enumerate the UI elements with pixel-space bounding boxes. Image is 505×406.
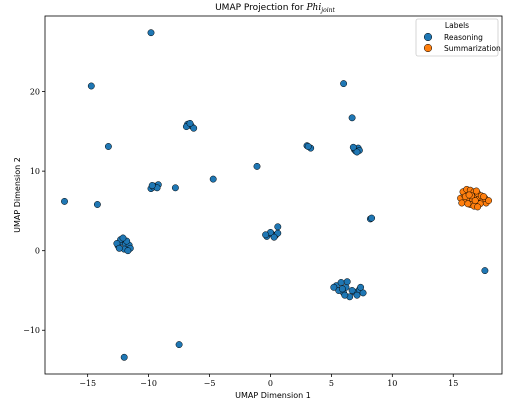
point-reasoning [357, 283, 365, 291]
x-tick-label: 0 [268, 379, 273, 388]
x-axis-label: UMAP Dimension 1 [235, 391, 311, 400]
point-summarization [485, 197, 493, 205]
y-tick-label: 0 [35, 247, 40, 256]
legend-label-summarization: Summarization [444, 44, 501, 53]
point-reasoning [338, 285, 346, 293]
point-reasoning [343, 278, 351, 286]
scatter-points [61, 29, 493, 361]
plot-area-frame [44, 15, 503, 375]
point-summarization [464, 200, 472, 208]
point-summarization [471, 197, 479, 205]
y-tick-label: 10 [30, 167, 40, 176]
x-tick-label: 10 [387, 379, 397, 388]
point-reasoning [147, 29, 155, 37]
legend-box [415, 18, 499, 57]
point-reasoning [115, 244, 123, 252]
x-tick-label: −5 [204, 379, 216, 388]
point-reasoning [209, 175, 217, 183]
point-summarization [472, 187, 480, 195]
point-reasoning [274, 223, 282, 231]
point-reasoning [186, 119, 194, 127]
x-tick-label: −10 [140, 379, 157, 388]
point-reasoning [481, 267, 489, 275]
title-math-italic: Phi [306, 3, 322, 13]
point-reasoning [349, 143, 357, 151]
y-axis-label: UMAP Dimension 2 [13, 157, 22, 233]
point-reasoning [353, 291, 361, 299]
point-reasoning [119, 234, 127, 242]
point-reasoning [348, 287, 356, 294]
x-tick-label: −15 [79, 379, 96, 388]
point-reasoning [175, 341, 183, 349]
point-reasoning [148, 182, 156, 189]
point-reasoning [253, 162, 261, 170]
point-reasoning [262, 231, 270, 239]
legend-title: Labels [445, 21, 469, 30]
y-axis: −10 0 10 20 [23, 88, 45, 335]
point-reasoning [368, 214, 376, 222]
point-summarization [474, 203, 482, 211]
legend: Labels Reasoning Summarization [415, 18, 501, 57]
title-text: UMAP Projection for [215, 3, 306, 13]
legend-marker-summarization [423, 43, 433, 53]
plot-title: UMAP Projection for Phijoint [215, 3, 335, 14]
svg-text:UMAP Projection for Phijoint: UMAP Projection for Phijoint [215, 3, 335, 14]
point-reasoning [340, 80, 348, 88]
point-reasoning [304, 143, 312, 150]
point-reasoning [93, 201, 101, 208]
legend-label-reasoning: Reasoning [444, 33, 483, 42]
point-reasoning [337, 279, 345, 286]
point-reasoning [87, 82, 95, 90]
title-math-subscript: joint [319, 7, 335, 14]
point-reasoning [348, 114, 356, 122]
y-tick-label: −10 [23, 326, 40, 335]
point-summarization [458, 199, 466, 207]
y-tick-label: 20 [30, 88, 40, 97]
point-reasoning [124, 247, 132, 255]
point-reasoning [359, 289, 367, 297]
x-tick-label: 5 [329, 379, 334, 388]
point-summarization [480, 193, 488, 201]
point-reasoning [330, 283, 338, 291]
point-reasoning [61, 197, 68, 205]
point-reasoning [270, 233, 278, 241]
point-reasoning [171, 184, 179, 192]
point-reasoning [341, 291, 349, 299]
point-reasoning [120, 353, 128, 361]
legend-marker-reasoning [423, 32, 433, 42]
point-reasoning [104, 143, 112, 150]
point-summarization [465, 191, 473, 199]
point-reasoning [353, 148, 361, 156]
x-axis: −15 −10 −5 0 5 10 15 [79, 374, 458, 388]
x-tick-label: 15 [448, 379, 458, 388]
point-reasoning [190, 124, 198, 132]
